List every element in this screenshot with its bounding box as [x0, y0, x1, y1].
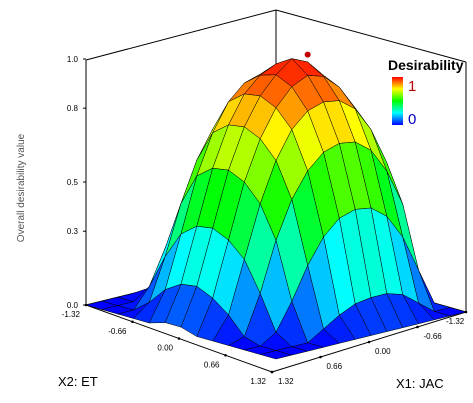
legend-colorbar: [392, 77, 403, 125]
response-surface: [85, 58, 467, 360]
x1-tick-mark: [464, 310, 468, 314]
surface-patch: [259, 350, 293, 360]
x2-tick-mark: [131, 320, 134, 324]
x2-tick-label: 0.00: [157, 344, 173, 353]
z-tick-label: 0.5: [67, 178, 79, 187]
x1-tick-label: 0.66: [327, 362, 343, 371]
x1-tick-mark: [319, 355, 322, 359]
back-top-edge: [85, 9, 277, 61]
back-top-right: [275, 9, 467, 63]
legend-min-label: 0: [408, 111, 416, 128]
z-tick-label: 0.0: [67, 301, 79, 310]
z-tick-label: 1.0: [67, 55, 79, 64]
x2-tick-label: 0.66: [204, 360, 220, 369]
x1-axis-label: X1: JAC: [396, 376, 444, 391]
x1-tick-mark: [416, 325, 419, 329]
optimum-point: [304, 51, 311, 58]
z-axis-ticks: 0.0 0.3 0.5 0.8 1.0: [67, 55, 86, 310]
x1-tick-label: 1.32: [278, 377, 294, 386]
x1-tick-mark: [367, 340, 371, 344]
x2-tick-label: -0.66: [108, 327, 127, 336]
z-tick-label: 0.3: [67, 227, 79, 236]
x2-axis-ticks: -1.32 -0.66 0.00 0.66 1.32: [62, 303, 274, 386]
design-points: [304, 51, 311, 58]
x1-tick-label: 0.00: [375, 347, 391, 356]
x2-tick-label: 1.32: [250, 377, 266, 386]
legend-max-label: 1: [408, 78, 416, 95]
x1-tick-label: -1.32: [446, 317, 465, 326]
x2-tick-label: -1.32: [62, 310, 81, 319]
x2-tick-mark: [177, 337, 181, 340]
x2-tick-mark: [270, 370, 274, 374]
z-axis-label: Overall desirability value: [16, 133, 27, 242]
x1-tick-label: -0.66: [424, 332, 443, 341]
z-tick-label: 0.8: [67, 104, 79, 113]
legend-title: Desirability: [388, 57, 464, 73]
x2-tick-mark: [84, 303, 88, 307]
x2-axis-label: X2: ET: [58, 374, 98, 389]
legend: Desirability 1 0: [388, 57, 464, 128]
x2-tick-mark: [224, 353, 227, 357]
